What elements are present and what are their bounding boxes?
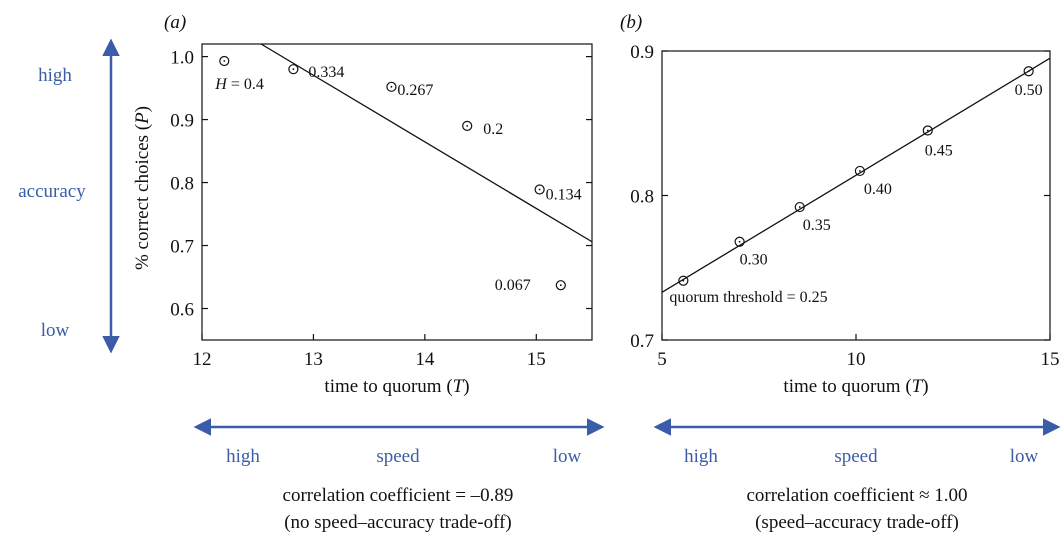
panel-a-point [386, 81, 397, 92]
panel-b-speed-label: speed [834, 446, 878, 467]
panel-a-ylabel: % correct choices (P) [132, 106, 153, 270]
panel-b-point [794, 201, 805, 213]
panel-a-speed-high: high [226, 446, 260, 467]
panel-b-speed-low: low [1010, 446, 1039, 467]
panel-b-point-label: 0.45 [925, 142, 953, 159]
panel-a-point-center [223, 60, 226, 62]
panel-a-point [219, 55, 230, 67]
accuracy-low-label: low [41, 320, 70, 341]
panel-a-plot-frame [201, 43, 593, 341]
panel-b-caption-line1: correlation coefficient ≈ 1.00 [746, 485, 967, 506]
panel-b-point-center [682, 279, 685, 282]
panel-b-point-center [1027, 70, 1030, 73]
panel-a-speed-low: low [553, 446, 582, 467]
panel-a-xtick-label: 12 [193, 349, 212, 370]
panel-a-point-label: 0.267 [397, 82, 433, 99]
panel-b-point-label: 0.50 [1015, 82, 1043, 99]
panel-b-ytick-label: 0.8 [630, 187, 654, 208]
panel-a-point [534, 184, 545, 195]
panel-a-caption-line2: (no speed–accuracy trade-off) [284, 512, 512, 533]
panel-b-point-label: quorum threshold = 0.25 [669, 289, 827, 306]
accuracy-label: accuracy [18, 181, 86, 202]
panel-b-point [678, 275, 689, 286]
panel-a-ytick-label: 0.7 [170, 237, 194, 258]
panel-b-point-label: 0.35 [803, 217, 831, 234]
panel-b-point [854, 165, 865, 177]
panel-a-ytick-label: 1.0 [170, 48, 194, 69]
panel-a-caption-line1: correlation coefficient = –0.89 [283, 485, 514, 506]
panel-b-point-center [926, 129, 929, 132]
panel-b-speed-high: high [684, 446, 718, 467]
panel-a-xtick-label: 14 [415, 349, 435, 370]
panel-a-point-label: 0.134 [546, 186, 582, 203]
panel-b-label: (b) [620, 12, 642, 33]
panel-b-xlabel: time to quorum (T) [783, 376, 928, 397]
accuracy-high-label: high [38, 65, 72, 86]
panel-b-caption-line2: (speed–accuracy trade-off) [755, 512, 959, 533]
panel-b-point [922, 125, 933, 136]
panel-a-point-center [390, 85, 393, 88]
panel-b-xtick-label: 15 [1041, 349, 1060, 370]
panel-b-point [1023, 66, 1034, 77]
panel-a-point-center [559, 284, 562, 287]
panel-a-point [462, 120, 473, 131]
panel-a-speed-label: speed [376, 446, 420, 467]
panel-a-label: (a) [164, 12, 186, 33]
panel-b-point-center [738, 240, 741, 243]
panel-a-xtick-label: 15 [527, 349, 546, 370]
panel-a-xlabel: time to quorum (T) [324, 376, 469, 397]
panel-a-point [288, 64, 299, 75]
panel-b-point-center [858, 170, 861, 172]
panel-a-point-center [538, 188, 541, 191]
panel-b-point-label: 0.30 [740, 252, 768, 269]
panel-b-point-center [798, 206, 801, 208]
panel-b-xtick-label: 5 [657, 349, 667, 370]
panel-b-ytick-label: 0.7 [630, 331, 654, 352]
panel-b-xtick-label: 10 [847, 349, 866, 370]
panel-b-point [734, 236, 745, 247]
panel-a-fit-line [260, 43, 593, 243]
panel-b-fit-line [661, 57, 1051, 293]
panel-b-ytick-label: 0.9 [630, 42, 654, 63]
panel-a-point-label: 0.2 [483, 121, 503, 138]
panel-a: (a) 12 13 14 15 0.6 0.7 0.8 0.9 1.0 H = 0.4 0.334… [132, 12, 605, 533]
panel-a-point-label: 0.067 [495, 277, 531, 294]
panel-a-point-center [466, 124, 469, 127]
panel-b: (b) 5 10 15 0.7 0.8 0.9 quorum threshold = 0.… [620, 12, 1061, 533]
panel-a-point-label: H = 0.4 [214, 76, 264, 93]
panel-a-xtick-label: 13 [304, 349, 323, 370]
panel-a-point-center [292, 68, 295, 71]
panel-a-ytick-label: 0.6 [170, 300, 194, 321]
panel-a-ytick-label: 0.9 [170, 111, 194, 132]
panel-a-ytick-label: 0.8 [170, 174, 194, 195]
panel-a-point [555, 280, 566, 291]
panel-a-point-label: 0.334 [308, 64, 344, 81]
panel-b-point-label: 0.40 [864, 181, 892, 198]
